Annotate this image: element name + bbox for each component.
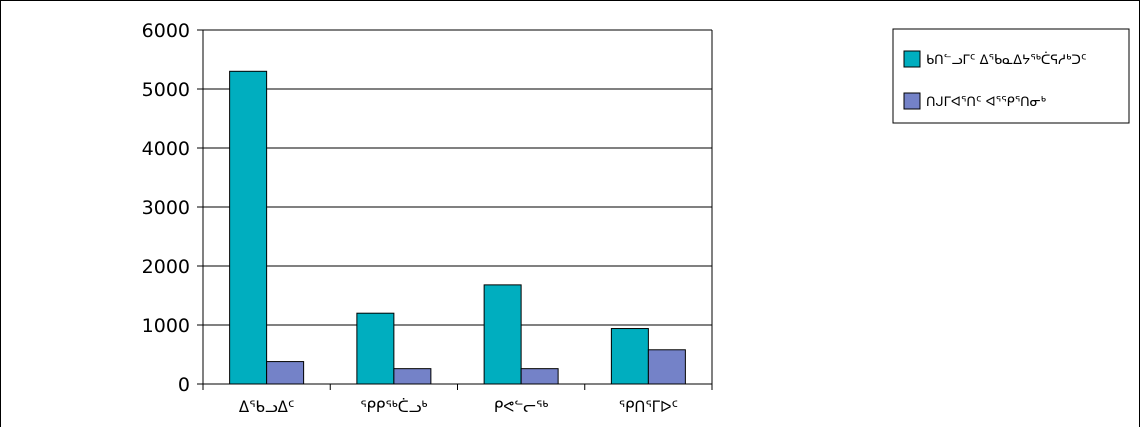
bar-series-0-2	[483, 284, 522, 385]
bar-series-1-0	[266, 361, 305, 385]
bar-series-0-1	[356, 312, 395, 385]
legend-label-1: ᑎᒍᒥᐊᕐᑎᑦ ᐊᕐᕿᕐᑎᓂᒃ	[926, 95, 1046, 110]
x-tick-labels: ᐃᖃᓗᐃᑦ ᕿᑭᖅᑖᓗᒃ ᑭᕙᓪᓕᖅ ᕿᑎᕐᒥᐅᑦ	[239, 398, 678, 416]
bar-series-0-0	[229, 70, 268, 385]
y-tick-label: 3000	[142, 197, 190, 219]
legend-swatch-1	[903, 92, 921, 110]
legend-box	[892, 28, 1130, 124]
y-tick-label: 0	[178, 374, 190, 396]
bar-series-1-2	[520, 368, 559, 385]
bar-series-0-3	[610, 328, 649, 385]
x-tick-label: ᕿᑎᕐᒥᐅᑦ	[619, 398, 678, 416]
y-tick-label: 2000	[142, 256, 190, 278]
bar-series-1-3	[647, 349, 686, 385]
x-tick-label: ᐃᖃᓗᐃᑦ	[239, 398, 295, 416]
y-tick-label: 1000	[142, 315, 190, 337]
legend-swatch-0	[903, 50, 921, 68]
y-tick-label: 5000	[142, 79, 190, 101]
x-tick-label: ᕿᑭᖅᑖᓗᒃ	[360, 398, 427, 416]
x-tick-label: ᑭᕙᓪᓕᖅ	[494, 398, 548, 416]
y-tick-label: 4000	[142, 138, 190, 160]
gridlines	[203, 29, 712, 326]
y-tick-label: 6000	[142, 20, 190, 42]
bars	[229, 70, 686, 385]
bar-series-1-1	[393, 368, 432, 385]
legend-label-0: ᑲᑎᓪᓗᒥᑦ ᐃᖃᓇᐃᔭᖅᑖᕋᓱᒃᑐᑦ	[926, 51, 1087, 68]
legend: ᑲᑎᓪᓗᒥᑦ ᐃᖃᓇᐃᔭᖅᑖᕋᓱᒃᑐᑦ ᑎᒍᒥᐊᕐᑎᑦ ᐊᕐᕿᕐᑎᓂᒃ	[892, 28, 1130, 124]
y-tick-labels: 0 1000 2000 3000 4000 5000 6000	[142, 20, 190, 396]
